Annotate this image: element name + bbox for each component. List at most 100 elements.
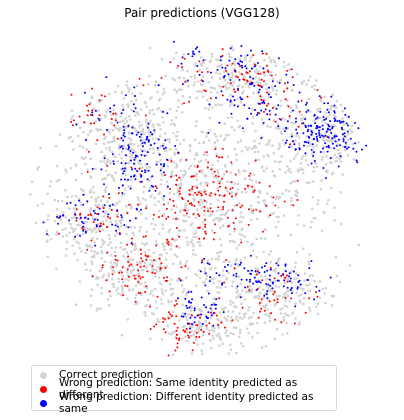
- legend-marker-different-identity: [40, 399, 47, 407]
- correct-point: [86, 168, 89, 171]
- correct-point: [279, 99, 283, 103]
- different-identity-error-point: [186, 79, 189, 82]
- correct-point: [215, 251, 219, 255]
- different-identity-error-point: [339, 155, 342, 158]
- correct-point: [62, 211, 65, 214]
- different-identity-error-point: [192, 52, 195, 55]
- correct-point: [145, 230, 149, 233]
- correct-point: [179, 178, 183, 181]
- correct-point: [185, 276, 188, 280]
- correct-point: [194, 138, 197, 142]
- correct-point: [172, 131, 175, 135]
- correct-point: [320, 158, 324, 162]
- correct-point: [320, 179, 323, 182]
- different-identity-error-point: [355, 159, 358, 162]
- same-identity-error-point: [180, 266, 183, 269]
- correct-point: [322, 139, 326, 142]
- different-identity-error-point: [267, 283, 270, 286]
- different-identity-error-point: [146, 151, 149, 154]
- correct-point: [260, 165, 264, 168]
- different-identity-error-point: [140, 175, 143, 178]
- correct-point: [209, 91, 213, 94]
- correct-point: [184, 204, 187, 207]
- correct-point: [244, 58, 247, 62]
- different-identity-error-point: [142, 145, 144, 148]
- different-identity-error-point: [312, 155, 315, 158]
- correct-point: [89, 228, 93, 231]
- correct-point: [99, 117, 103, 120]
- same-identity-error-point: [116, 259, 119, 262]
- correct-point: [212, 297, 215, 300]
- correct-point: [105, 219, 108, 222]
- correct-point: [235, 287, 238, 290]
- correct-point: [116, 127, 119, 131]
- correct-point: [208, 329, 211, 332]
- correct-point: [126, 103, 129, 106]
- correct-point: [73, 210, 77, 214]
- different-identity-error-point: [312, 138, 315, 141]
- correct-point: [148, 46, 152, 50]
- correct-point: [188, 149, 192, 152]
- same-identity-error-point: [274, 120, 277, 123]
- correct-point: [319, 107, 322, 110]
- correct-point: [109, 140, 112, 144]
- correct-point: [80, 250, 83, 253]
- correct-point: [97, 203, 101, 207]
- same-identity-error-point: [239, 65, 242, 68]
- correct-point: [143, 261, 147, 265]
- correct-point: [131, 273, 135, 277]
- same-identity-error-point: [233, 88, 235, 91]
- correct-point: [269, 260, 272, 264]
- same-identity-error-point: [91, 275, 94, 278]
- different-identity-error-point: [262, 100, 265, 103]
- correct-point: [250, 218, 253, 221]
- same-identity-error-point: [164, 267, 167, 269]
- correct-point: [189, 240, 193, 244]
- different-identity-error-point: [209, 276, 212, 279]
- different-identity-error-point: [342, 120, 345, 123]
- different-identity-error-point: [235, 272, 238, 275]
- different-identity-error-point: [193, 309, 196, 312]
- same-identity-error-point: [180, 196, 183, 199]
- same-identity-error-point: [198, 237, 201, 240]
- different-identity-error-point: [258, 271, 261, 274]
- correct-point: [283, 118, 286, 121]
- same-identity-error-point: [226, 64, 229, 67]
- correct-point: [122, 192, 126, 196]
- different-identity-error-point: [318, 129, 321, 132]
- different-identity-error-point: [318, 95, 321, 98]
- different-identity-error-point: [257, 102, 260, 105]
- series-different-identity-layer: [42, 40, 368, 330]
- correct-point: [265, 285, 269, 288]
- correct-point: [74, 194, 78, 198]
- different-identity-error-point: [84, 230, 87, 233]
- correct-point: [289, 106, 293, 110]
- correct-point: [179, 169, 183, 173]
- different-identity-error-point: [207, 311, 210, 314]
- correct-point: [209, 209, 212, 213]
- correct-point: [148, 128, 151, 132]
- correct-point: [158, 269, 162, 273]
- different-identity-error-point: [313, 113, 316, 116]
- correct-point: [290, 110, 293, 114]
- correct-point: [200, 159, 203, 163]
- correct-point: [161, 227, 164, 230]
- correct-point: [78, 144, 82, 148]
- same-identity-error-point: [171, 238, 174, 241]
- correct-point: [150, 96, 153, 99]
- different-identity-error-point: [343, 107, 346, 110]
- same-identity-error-point: [223, 194, 226, 197]
- correct-point: [213, 132, 217, 136]
- correct-point: [79, 204, 83, 207]
- different-identity-error-point: [155, 163, 158, 166]
- correct-point: [220, 194, 224, 197]
- correct-point: [145, 166, 149, 169]
- correct-point: [127, 105, 130, 109]
- same-identity-error-point: [266, 104, 268, 107]
- same-identity-error-point: [202, 331, 205, 333]
- correct-point: [224, 331, 227, 335]
- correct-point: [224, 136, 227, 140]
- same-identity-error-point: [222, 85, 225, 88]
- different-identity-error-point: [91, 167, 94, 170]
- different-identity-error-point: [235, 275, 238, 278]
